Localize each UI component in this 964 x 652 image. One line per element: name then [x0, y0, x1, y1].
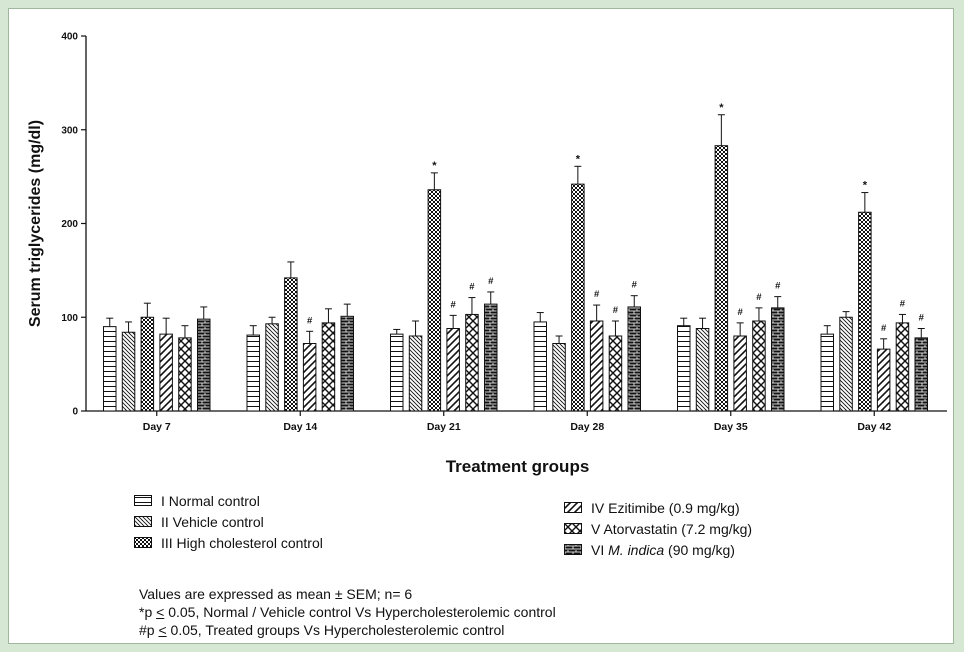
x-tick-label: Day 7 — [143, 421, 171, 433]
x-tick-label: Day 42 — [857, 421, 891, 433]
significance-mark: * — [576, 153, 581, 165]
bar — [714, 145, 729, 412]
bar — [265, 323, 279, 412]
bar — [446, 328, 460, 412]
bar — [876, 348, 891, 412]
y-tick-label: 400 — [61, 32, 78, 43]
note-star: *p < 0.05, Normal / Vehicle control Vs H… — [139, 604, 556, 620]
bar — [820, 333, 834, 412]
x-tick-label: Day 35 — [714, 421, 748, 433]
legend-right: IV Ezitimibe (0.9 mg/kg) V Atorvastatin (… — [564, 497, 752, 560]
significance-mark: * — [863, 180, 868, 192]
legend-swatch-icon — [564, 523, 582, 534]
legend-item: VI M. indica (90 mg/kg) — [564, 539, 752, 560]
legend-swatch-icon — [564, 502, 582, 513]
legend-swatch-icon — [134, 537, 152, 548]
y-tick-label: 300 — [61, 125, 78, 136]
note-values: Values are expressed as mean ± SEM; n= 6 — [139, 586, 413, 602]
x-axis-label: Treatment groups — [446, 457, 590, 476]
bar — [321, 322, 336, 412]
significance-mark: # — [738, 307, 744, 318]
bar — [608, 335, 623, 412]
y-tick-label: 100 — [61, 313, 78, 324]
bar — [895, 322, 910, 412]
significance-mark: # — [594, 289, 600, 300]
y-tick-label: 0 — [72, 407, 78, 418]
bar — [552, 343, 566, 412]
legend-swatch-icon — [134, 516, 152, 527]
significance-mark: # — [900, 298, 906, 309]
bar — [465, 313, 479, 412]
bar — [627, 306, 641, 412]
significance-mark: # — [307, 315, 313, 326]
bar — [284, 277, 298, 412]
bar — [733, 335, 747, 412]
bar — [103, 326, 117, 412]
y-tick-label: 200 — [61, 219, 78, 230]
significance-mark: # — [488, 276, 494, 287]
significance-mark: # — [919, 313, 925, 324]
bar — [771, 307, 785, 412]
bar — [484, 303, 498, 412]
significance-mark: * — [432, 160, 437, 172]
bar — [533, 321, 547, 412]
significance-mark: # — [881, 323, 887, 334]
bar — [427, 189, 442, 412]
significance-mark: # — [469, 282, 475, 293]
footnotes: Values are expressed as mean ± SEM; n= 6… — [139, 585, 556, 639]
legend-label: I Normal control — [161, 492, 260, 509]
bar — [695, 328, 710, 412]
figure-frame: 0 100 200 300 400 Serum triglycerides (mg/dl)… — [8, 8, 954, 644]
significance-mark: # — [775, 281, 781, 292]
legend-item: I Normal control — [134, 490, 323, 511]
significance-mark: # — [632, 280, 638, 291]
legend-label: II Vehicle control — [161, 513, 264, 530]
legend-label: III High cholesterol control — [161, 534, 323, 551]
bar — [408, 335, 423, 412]
note-hash: #p < 0.05, Treated groups Vs Hypercholes… — [139, 622, 505, 638]
significance-mark: # — [451, 299, 457, 310]
legend-swatch-icon — [134, 495, 152, 506]
legend-item: IV Ezitimibe (0.9 mg/kg) — [564, 497, 752, 518]
legend-item: II Vehicle control — [134, 511, 323, 532]
x-tick-label: Day 28 — [570, 421, 604, 433]
bar-chart: 0 100 200 300 400 Serum triglycerides (mg/dl)… — [27, 32, 947, 476]
bar — [178, 337, 192, 412]
bar — [914, 337, 928, 412]
bar — [390, 333, 404, 412]
significance-mark: # — [613, 305, 619, 316]
legend-item: III High cholesterol control — [134, 532, 323, 553]
bar — [571, 183, 585, 412]
x-tick-label: Day 14 — [283, 421, 317, 433]
significance-mark: # — [756, 292, 762, 303]
bar — [589, 320, 604, 412]
bar — [858, 211, 872, 412]
significance-mark: * — [719, 102, 724, 114]
bar — [140, 316, 155, 412]
bar — [839, 316, 853, 412]
y-axis-label: Serum triglycerides (mg/dl) — [27, 120, 44, 327]
bar — [677, 325, 691, 412]
bar — [752, 320, 766, 412]
bar — [246, 334, 260, 412]
bar — [302, 343, 317, 412]
bar — [340, 315, 354, 412]
bar — [197, 318, 211, 412]
legend-label: V Atorvastatin (7.2 mg/kg) — [591, 520, 753, 537]
legend-label: IV Ezitimibe (0.9 mg/kg) — [591, 499, 740, 516]
bar — [121, 331, 136, 412]
legend-left: I Normal control II Vehicle control III Hi… — [134, 490, 323, 553]
bar — [159, 333, 173, 412]
legend-swatch-icon — [564, 544, 582, 555]
x-tick-label: Day 21 — [427, 421, 461, 433]
legend-item: V Atorvastatin (7.2 mg/kg) — [564, 518, 752, 539]
legend-label: VI M. indica (90 mg/kg) — [591, 541, 735, 558]
